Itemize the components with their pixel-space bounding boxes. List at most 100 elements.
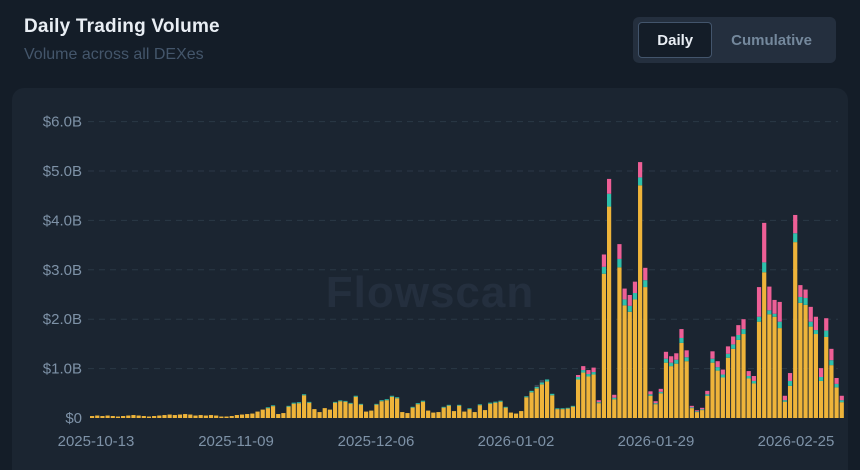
bar[interactable] (296, 402, 301, 404)
bar[interactable] (575, 379, 581, 418)
bar[interactable] (736, 339, 741, 418)
bar[interactable] (731, 344, 736, 349)
bar[interactable] (115, 416, 121, 418)
bar[interactable] (741, 329, 746, 335)
bar[interactable] (586, 376, 591, 418)
bar[interactable] (746, 378, 751, 418)
bar[interactable] (441, 406, 446, 408)
bar[interactable] (317, 412, 322, 418)
bar[interactable] (803, 304, 808, 418)
bar[interactable] (643, 287, 648, 418)
bar[interactable] (751, 383, 756, 418)
bar[interactable] (813, 334, 818, 418)
bar[interactable] (803, 289, 808, 298)
bar[interactable] (834, 387, 839, 418)
bar[interactable] (700, 409, 705, 411)
bar[interactable] (787, 385, 793, 418)
bar[interactable] (839, 400, 844, 403)
bar[interactable] (348, 402, 353, 404)
bar[interactable] (214, 415, 219, 418)
bar[interactable] (400, 412, 405, 418)
bar[interactable] (539, 382, 544, 385)
bar[interactable] (462, 411, 467, 418)
bar[interactable] (136, 415, 141, 418)
bar[interactable] (756, 287, 762, 317)
bar[interactable] (725, 346, 731, 354)
bar[interactable] (255, 411, 260, 418)
bar[interactable] (529, 390, 534, 393)
bar[interactable] (658, 388, 663, 392)
bar[interactable] (503, 407, 508, 418)
bar[interactable] (477, 404, 482, 406)
bar[interactable] (270, 405, 276, 407)
bar[interactable] (648, 395, 653, 418)
bar[interactable] (364, 411, 369, 418)
bar[interactable] (260, 409, 265, 418)
bar[interactable] (415, 404, 420, 418)
bar[interactable] (343, 400, 348, 402)
bar[interactable] (813, 330, 818, 335)
bar[interactable] (694, 412, 700, 418)
bar[interactable] (379, 401, 384, 418)
bar[interactable] (689, 408, 694, 418)
bar[interactable] (301, 395, 307, 418)
bar[interactable] (669, 362, 674, 367)
bar[interactable] (358, 403, 364, 405)
bar[interactable] (338, 401, 343, 418)
bar[interactable] (601, 273, 607, 418)
bar[interactable] (121, 416, 126, 418)
bar[interactable] (441, 407, 446, 418)
bar[interactable] (586, 374, 591, 377)
bar[interactable] (415, 403, 420, 405)
bar[interactable] (607, 178, 612, 194)
bar[interactable] (379, 400, 384, 402)
bar[interactable] (710, 362, 715, 418)
bar[interactable] (813, 316, 818, 331)
bar[interactable] (338, 400, 343, 402)
bar[interactable] (239, 414, 245, 418)
bar[interactable] (818, 368, 824, 377)
bar[interactable] (488, 403, 493, 418)
bar[interactable] (653, 403, 658, 405)
bar[interactable] (276, 414, 281, 418)
bar[interactable] (446, 404, 451, 406)
bar[interactable] (265, 407, 270, 409)
bar[interactable] (674, 363, 679, 418)
bar[interactable] (281, 413, 286, 418)
bar[interactable] (705, 390, 710, 395)
bar[interactable] (343, 401, 348, 418)
bar[interactable] (183, 414, 188, 418)
bar[interactable] (834, 377, 839, 384)
bar[interactable] (653, 401, 658, 404)
bar[interactable] (777, 321, 782, 329)
bar[interactable] (581, 372, 586, 418)
bar[interactable] (731, 348, 736, 418)
bar[interactable] (617, 244, 622, 259)
bar[interactable] (245, 414, 250, 418)
bar[interactable] (389, 396, 395, 418)
bar[interactable] (110, 416, 115, 418)
bar[interactable] (818, 376, 824, 381)
bar[interactable] (612, 399, 617, 418)
bar[interactable] (193, 415, 198, 418)
bar[interactable] (395, 398, 400, 418)
bar[interactable] (234, 415, 239, 418)
bar[interactable] (152, 416, 157, 418)
bar[interactable] (694, 410, 700, 412)
bar[interactable] (565, 408, 570, 418)
bar[interactable] (787, 380, 793, 386)
bar[interactable] (798, 285, 803, 297)
bar[interactable] (731, 336, 736, 345)
bar[interactable] (426, 410, 431, 418)
bar[interactable] (482, 410, 488, 418)
bar[interactable] (824, 330, 829, 337)
bar[interactable] (384, 399, 389, 401)
bar[interactable] (188, 414, 193, 418)
bar[interactable] (265, 408, 270, 418)
bar[interactable] (689, 405, 694, 408)
bar[interactable] (632, 299, 638, 418)
bar[interactable] (596, 403, 601, 418)
bar[interactable] (291, 403, 296, 418)
bar[interactable] (457, 404, 462, 406)
bar[interactable] (353, 395, 358, 397)
